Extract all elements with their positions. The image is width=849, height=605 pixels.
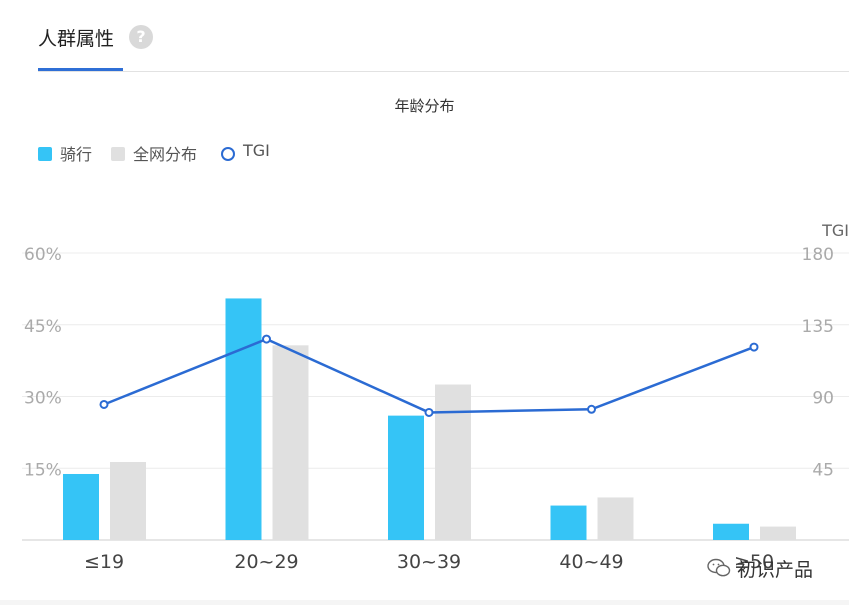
bar-cycling [388, 415, 424, 540]
y-left-tick-label: 15% [24, 460, 62, 480]
x-tick-label: ≤19 [84, 551, 124, 573]
x-tick-label: 20~29 [234, 551, 298, 573]
tab-crowd-attributes[interactable]: 人群属性 [38, 28, 115, 50]
bar-overall [272, 345, 309, 540]
y-left-tick-label: 45% [24, 317, 62, 337]
x-tick-label: ≥50 [734, 551, 774, 573]
bar-cycling [550, 505, 587, 540]
legend-label: 全网分布 [133, 145, 198, 164]
y-right-tick-label: 135 [802, 317, 834, 337]
x-tick-label: 30~39 [397, 551, 461, 573]
tab-divider [38, 71, 849, 72]
wechat-icon [707, 558, 731, 577]
bar-cycling [713, 523, 749, 540]
legend-label: 骑行 [60, 145, 93, 164]
bar-overall [597, 497, 634, 540]
bar-cycling [225, 298, 262, 540]
y-right-tick-label: 45 [812, 460, 834, 480]
question-mark-icon[interactable]: ? [129, 25, 153, 49]
y-right-tick-label: 180 [802, 245, 834, 265]
bar-overall [435, 384, 471, 540]
bar-cycling [63, 473, 99, 540]
tgi-point [749, 342, 759, 352]
x-tick-label: 40~49 [559, 551, 623, 573]
y-left-tick-label: 30% [24, 389, 62, 409]
bar-overall [760, 526, 796, 540]
tgi-point [424, 407, 434, 417]
legend-marker-tgi [221, 147, 235, 161]
bar-overall [110, 462, 146, 540]
tgi-line [103, 337, 755, 414]
watermark-text: 初识产品 [737, 559, 814, 581]
y-right-tick-label: 90 [812, 389, 834, 409]
tgi-point [262, 334, 271, 344]
legend-label: TGI [243, 141, 270, 160]
y-left-tick-label: 60% [24, 245, 62, 265]
active-tab-indicator [38, 68, 123, 71]
legend-swatch-cycling [38, 147, 52, 161]
legend-swatch-overall [111, 147, 125, 161]
chart-title: 年龄分布 [394, 97, 455, 115]
y-right-axis-label: TGI [821, 221, 849, 240]
tgi-point [587, 404, 596, 414]
tgi-point [99, 399, 109, 409]
